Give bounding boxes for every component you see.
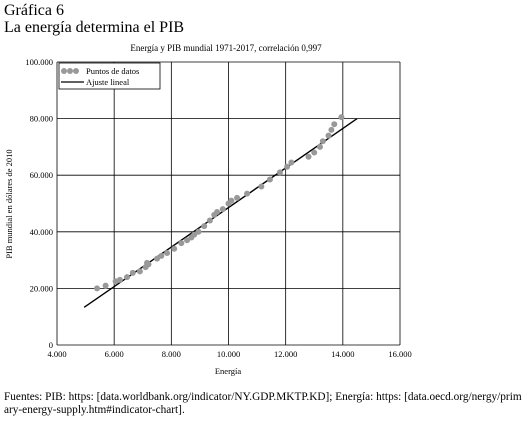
data-point [191, 231, 198, 238]
data-point [124, 274, 131, 281]
x-tick-label: 12.000 [274, 349, 297, 359]
chart-title: Energía y PIB mundial 1971-2017, correla… [130, 43, 322, 53]
gridlines [56, 61, 401, 346]
data-point [288, 159, 295, 166]
y-tick-label: 0 [49, 340, 53, 350]
data-point [276, 169, 283, 176]
data-point [228, 197, 235, 204]
data-point [94, 285, 101, 292]
legend-marker-points [61, 68, 67, 74]
figure-label: Gráfica 6 [4, 2, 64, 19]
x-tick-label: 10.000 [217, 349, 240, 359]
data-point [234, 194, 241, 201]
x-tick-label: 6.000 [105, 349, 124, 359]
data-point [244, 190, 251, 197]
x-tick-label: 14.000 [331, 349, 354, 359]
sources-note: Fuentes: PIB: https: [data.worldbank.org… [4, 391, 522, 416]
data-point [311, 149, 318, 156]
data-point [129, 269, 136, 276]
x-tick-label: 16.000 [388, 349, 411, 359]
y-tick-label: 60.000 [30, 170, 53, 180]
data-point [195, 228, 202, 235]
data-point [178, 240, 185, 247]
x-tick-label: 8.000 [162, 349, 181, 359]
data-point [184, 237, 191, 244]
data-point [164, 250, 171, 257]
data-point [102, 282, 109, 289]
data-point [338, 114, 345, 121]
data-point [201, 223, 208, 230]
data-points [94, 114, 345, 292]
tick-labels: 4.000 6.000 8.000 10.000 12.000 14.000 16.000 0… [25, 57, 411, 359]
x-axis-label: Energía [215, 366, 242, 376]
data-point [158, 252, 165, 259]
data-point [136, 268, 143, 275]
legend: Puntos de datos Ajuste lineal [58, 62, 161, 90]
y-tick-label: 100.000 [25, 57, 53, 67]
legend-label-points: Puntos de datos [86, 66, 139, 76]
data-point [145, 261, 152, 268]
data-point [325, 132, 332, 139]
data-point [328, 126, 335, 133]
figure-title: La energía determina el PIB [4, 19, 185, 36]
data-point [319, 138, 326, 145]
legend-marker-points [73, 68, 79, 74]
data-point [258, 183, 265, 190]
data-point [214, 208, 221, 215]
heading: Gráfica 6 La energía determina el PIB [4, 2, 184, 36]
y-tick-label: 40.000 [30, 227, 53, 237]
data-point [284, 163, 291, 170]
x-tick-label: 4.000 [47, 349, 66, 359]
legend-marker-points [67, 68, 73, 74]
y-tick-label: 80.000 [30, 114, 53, 124]
data-point [206, 217, 213, 224]
data-point [171, 245, 178, 252]
legend-label-fit: Ajuste lineal [86, 77, 130, 87]
data-point [219, 206, 226, 213]
data-point [331, 121, 338, 128]
y-tick-label: 20.000 [30, 283, 53, 293]
data-point [154, 255, 161, 262]
legend-box [58, 62, 161, 90]
data-point [305, 153, 312, 160]
data-point [316, 143, 323, 150]
y-axis-label: PIB mundial en dólares de 2010 [4, 149, 14, 258]
data-point [116, 276, 123, 283]
data-point [266, 176, 273, 183]
